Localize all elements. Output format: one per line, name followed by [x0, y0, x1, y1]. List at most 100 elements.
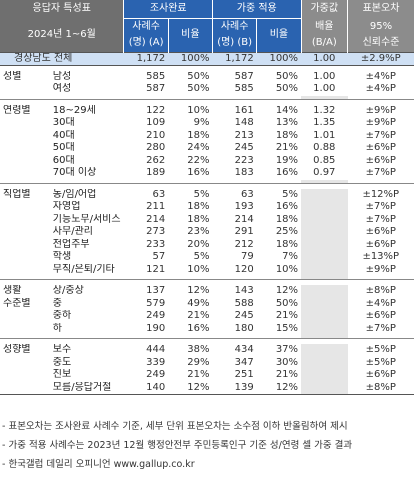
row-label: 70대 이상 [52, 167, 97, 179]
group-padding [0, 95, 414, 99]
footnote-3: - 한국갤럽 데일리 오피니언 www.gallup.co.kr [2, 459, 195, 470]
table-row: 하 190 16% 180 15% ±7%P [0, 322, 414, 335]
sampling-error: ±8%P [365, 381, 396, 393]
cases-b: 245 [234, 142, 254, 154]
header-cases-a-1: 사례수 [123, 17, 169, 35]
ratio-a: 12% [187, 381, 210, 393]
ratio-a: 16% [187, 322, 210, 334]
cases-b: 434 [234, 344, 254, 356]
row-label: 상/중상 [52, 285, 84, 297]
sampling-error: ±7%P [365, 213, 396, 225]
weight-ratio [301, 356, 348, 369]
ratio-b: 21% [275, 369, 299, 381]
table-row: 수준별 중 579 49% 588 50% ±4%P [0, 297, 414, 310]
cases-a: 280 [146, 142, 166, 154]
ratio-a: 21% [187, 369, 210, 381]
table-row: 진보 249 21% 251 21% ±6%P [0, 369, 414, 382]
ratio-a: 38% [187, 344, 210, 356]
group-spacer [0, 182, 414, 189]
header-ratio-b: 비율 [256, 17, 302, 52]
cases-b: 148 [234, 117, 254, 129]
sampling-error: ±12%P [362, 188, 400, 200]
cases-a: 587 [146, 83, 166, 95]
ratio-b: 16% [275, 201, 299, 213]
ratio-a: 18% [187, 213, 210, 225]
cases-b: 251 [234, 369, 254, 381]
weight-ratio: 0.88 [313, 142, 336, 154]
table-row: 50대 280 24% 245 21% 0.88 ±6%P [0, 142, 414, 155]
ratio-a: 10% [187, 104, 210, 116]
cases-a: 109 [146, 117, 166, 129]
ratio-a: 5% [193, 188, 210, 200]
weight-ratio [301, 310, 348, 323]
group-spacer [0, 98, 414, 105]
ratio-a: 5% [193, 251, 210, 263]
ratio-b: 12% [275, 285, 299, 297]
sampling-error: ±5%P [365, 344, 396, 356]
sampling-error: ±6%P [365, 154, 396, 166]
cases-b: 245 [234, 310, 254, 322]
cases-a: 249 [146, 310, 166, 322]
cases-a: 137 [146, 285, 166, 297]
table-row: 성향별 보수 444 38% 434 37% ±5%P [0, 344, 414, 357]
cases-b: 212 [234, 238, 254, 250]
table-row: 무직/은퇴/기타 121 10% 120 10% ±9%P [0, 263, 414, 276]
cases-b: 213 [234, 129, 254, 141]
table-row: 자영업 211 18% 193 16% ±7%P [0, 201, 414, 214]
cases-a: 233 [146, 238, 166, 250]
ratio-a: 49% [187, 297, 210, 309]
group-name: 생활 [3, 285, 22, 297]
header-title: 응답자 특성표 [0, 0, 124, 18]
ratio-b: 7% [282, 251, 299, 263]
ratio-a: 18% [187, 201, 210, 213]
total-ratio-b: 100% [256, 51, 302, 66]
ratio-a: 24% [187, 142, 210, 154]
sampling-error: ±6%P [365, 142, 396, 154]
cases-b: 223 [234, 154, 254, 166]
ratio-a: 22% [187, 154, 210, 166]
header-sampling-2: 95% [347, 18, 414, 35]
ratio-b: 12% [275, 381, 299, 393]
weight-ratio [301, 213, 348, 226]
ratio-a: 50% [187, 83, 210, 95]
ratio-b: 15% [275, 322, 299, 334]
cases-b: 143 [234, 285, 254, 297]
cases-a: 249 [146, 369, 166, 381]
row-label: 중 [52, 297, 62, 309]
sampling-error: ±9%P [365, 263, 396, 275]
ratio-a: 12% [187, 285, 210, 297]
sampling-error: ±7%P [365, 322, 396, 334]
weight-ratio [301, 381, 348, 394]
ratio-b: 18% [275, 213, 299, 225]
sampling-error: ±4%P [365, 83, 396, 95]
ratio-a: 20% [187, 238, 210, 250]
header-subtitle: 2024년 1~6월 [0, 18, 124, 52]
table-row: 성별 남성 585 50% 587 50% 1.00 ±4%P [0, 71, 414, 84]
row-label: 자영업 [52, 201, 81, 213]
group-name: 직업별 [3, 188, 31, 200]
table-row: 40대 210 18% 213 18% 1.01 ±7%P [0, 130, 414, 143]
weight-ratio: 1.00 [313, 83, 336, 95]
weight-ratio [301, 297, 348, 310]
weight-ratio [301, 369, 348, 382]
table-row: 중도 339 29% 347 30% ±5%P [0, 356, 414, 369]
total-weight: 1.00 [301, 51, 348, 66]
table-row: 생활 상/중상 137 12% 143 12% ±8%P [0, 285, 414, 298]
row-label: 남성 [52, 70, 72, 82]
group-name: 연령별 [3, 104, 31, 116]
row-label: 진보 [52, 369, 72, 381]
footnote-2: - 가중 적용 사례수는 2023년 12월 행정안전부 주민등록인구 기준 성… [2, 440, 353, 451]
cases-b: 214 [234, 213, 254, 225]
ratio-b: 50% [275, 297, 299, 309]
cases-a: 189 [146, 167, 166, 179]
ratio-b: 19% [275, 154, 299, 166]
ratio-b: 21% [275, 310, 299, 322]
footnote-1: - 표본오차는 조사완료 사례수 기준, 세부 단위 표본오차는 소수점 이하 … [2, 421, 348, 432]
row-label: 무직/은퇴/기타 [52, 263, 115, 275]
row-label: 모름/응답거절 [52, 381, 112, 393]
ratio-b: 30% [275, 356, 299, 368]
cases-a: 579 [146, 297, 166, 309]
table-bottom-border [0, 393, 414, 396]
cases-a: 210 [146, 129, 166, 141]
